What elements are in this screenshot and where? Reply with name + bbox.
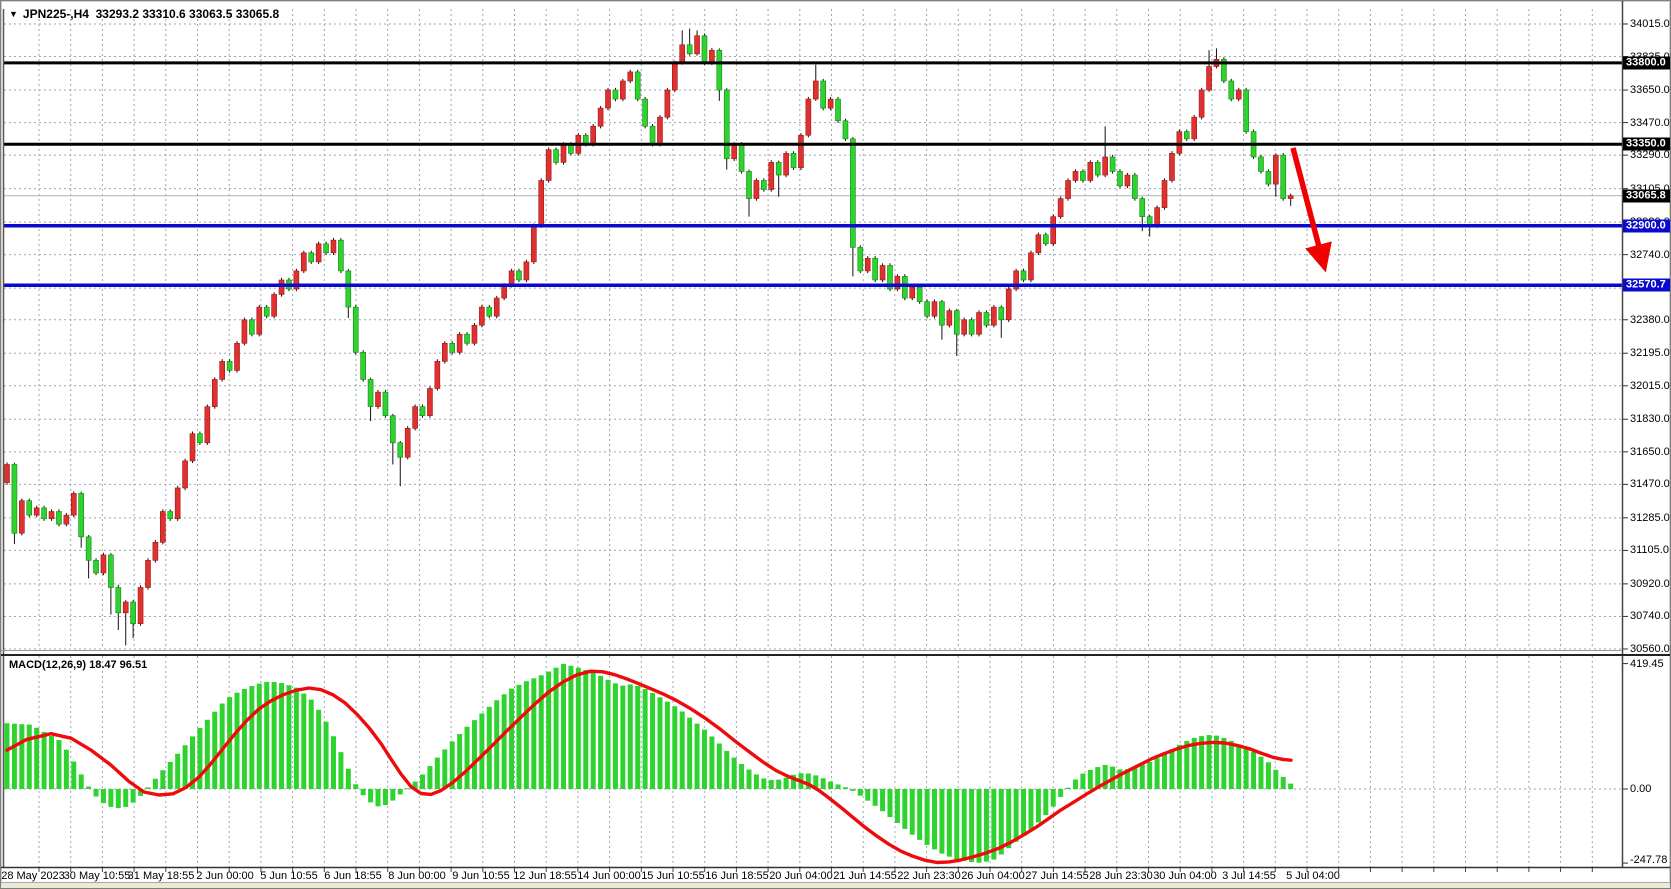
macd-scale-zero-label: 0.00 <box>1630 783 1652 795</box>
price-tick-label: 31470.0 <box>1630 478 1670 491</box>
time-axis-label: 16 Jun 18:55 <box>705 870 769 882</box>
chart-title-bar: ▼ JPN225-,H4 33293.2 33310.6 33063.5 3306… <box>9 7 279 21</box>
time-axis-label: 28 May 2023 <box>1 870 65 882</box>
macd-scale-min-label: -247.78 <box>1630 854 1668 866</box>
price-line-badge: 33350.0 <box>1623 137 1670 151</box>
price-tick-label: 33290.0 <box>1630 149 1670 162</box>
price-tick-label: 31830.0 <box>1630 413 1670 426</box>
time-axis-label: 30 Jun 04:00 <box>1153 870 1217 882</box>
grid-lines <box>4 9 1622 872</box>
time-axis-label: 27 Jun 14:55 <box>1025 870 1089 882</box>
time-axis-label: 15 Jun 10:55 <box>641 870 705 882</box>
horizontal-line-objects[interactable] <box>4 61 1622 288</box>
time-axis-label: 20 Jun 04:00 <box>769 870 833 882</box>
time-axis-label: 14 Jun 00:00 <box>577 870 641 882</box>
current-price-badge: 33065.8 <box>1623 189 1670 203</box>
time-axis-label: 22 Jun 23:30 <box>897 870 961 882</box>
macd-signal-line <box>5 669 1293 865</box>
price-tick-label: 34015.0 <box>1630 18 1670 30</box>
symbol-dropdown-icon[interactable]: ▼ <box>9 9 18 19</box>
price-tick-label: 30560.0 <box>1630 643 1670 655</box>
time-axis-label: 8 Jun 00:00 <box>388 870 446 882</box>
macd-indicator-label: MACD(12,26,9) 18.47 96.51 <box>9 659 148 671</box>
time-axis-label: 12 Jun 18:55 <box>513 870 577 882</box>
time-axis-label: 6 Jun 18:55 <box>324 870 382 882</box>
price-tick-label: 32380.0 <box>1630 313 1670 326</box>
time-axis-label: 5 Jul 04:00 <box>1286 870 1340 882</box>
price-tick-label: 33470.0 <box>1630 116 1670 129</box>
time-axis-label: 26 Jun 04:00 <box>961 870 1025 882</box>
price-tick-label: 30740.0 <box>1630 610 1670 623</box>
time-axis-label: 21 Jun 14:55 <box>833 870 897 882</box>
price-tick-label: 32015.0 <box>1630 379 1670 392</box>
trend-arrow-annotation[interactable] <box>1290 147 1332 273</box>
time-axis-label: 30 May 10:55 <box>63 870 131 882</box>
price-tick-label: 31105.0 <box>1630 544 1669 557</box>
price-line-badge: 32570.7 <box>1623 278 1670 292</box>
price-line-badge: 32900.0 <box>1623 219 1670 233</box>
time-axis-label: 9 Jun 10:55 <box>452 870 510 882</box>
price-tick-label: 32195.0 <box>1630 347 1670 360</box>
time-axis-label: 5 Jun 10:55 <box>260 870 318 882</box>
macd-scale-max-label: 419.45 <box>1630 657 1664 670</box>
panel-borders <box>1 1 1670 869</box>
time-axis-label: 2 Jun 00:00 <box>196 870 254 882</box>
price-tick-label: 31285.0 <box>1630 511 1670 524</box>
price-tick-label: 32740.0 <box>1630 248 1670 261</box>
time-axis-label: 28 Jun 23:30 <box>1089 870 1153 882</box>
price-axis[interactable] <box>1623 1 1670 867</box>
window-bottom-frame <box>1 882 1670 888</box>
price-tick-label: 33650.0 <box>1630 84 1670 97</box>
chart-title-ohlc: JPN225-,H4 33293.2 33310.6 33063.5 33065… <box>22 7 280 21</box>
price-tick-label: 31650.0 <box>1630 445 1670 458</box>
price-line-badge: 33800.0 <box>1623 56 1670 70</box>
time-axis-label: 31 May 18:55 <box>127 870 195 882</box>
time-axis-label: 3 Jul 14:55 <box>1222 870 1276 882</box>
candlestick-series <box>4 28 1294 646</box>
price-tick-label: 30920.0 <box>1630 577 1670 590</box>
